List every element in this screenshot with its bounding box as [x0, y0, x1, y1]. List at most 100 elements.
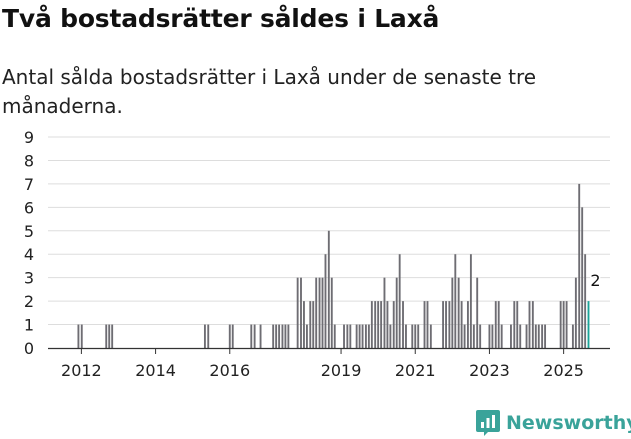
bar: [300, 277, 302, 348]
bar: [386, 301, 389, 348]
newsworthy-logo-icon: [476, 410, 500, 436]
y-tick-label: 2: [24, 292, 34, 311]
bar: [460, 301, 463, 348]
x-axis: 2012 2014 2016 2019 2021 2023 2025: [48, 347, 610, 380]
bar: [296, 277, 299, 348]
bar: [500, 324, 503, 348]
bar: [534, 324, 537, 348]
bar: [207, 324, 210, 348]
bar: [574, 277, 577, 348]
y-tick-label: 8: [24, 151, 34, 170]
x-tick-label: 2012: [61, 361, 102, 380]
bar: [203, 324, 206, 348]
bar: [445, 301, 447, 348]
bar: [398, 254, 401, 348]
bar: [442, 301, 445, 348]
bar: [565, 301, 568, 348]
y-tick-label: 0: [24, 339, 34, 358]
bar: [377, 301, 380, 348]
bar: [469, 254, 472, 348]
bar: [358, 324, 361, 348]
y-tick-label: 5: [24, 222, 34, 241]
bar: [454, 254, 457, 348]
x-tick-label: 2019: [321, 361, 362, 380]
bar: [364, 324, 367, 348]
bar: [231, 324, 234, 348]
bar: [374, 301, 377, 348]
bar: [303, 301, 305, 348]
bar: [479, 324, 482, 348]
y-tick-label: 7: [24, 175, 34, 194]
chart-title: Två bostadsrätter såldes i Laxå: [2, 4, 440, 33]
bar: [395, 277, 398, 348]
bar: [494, 301, 497, 348]
bar: [457, 277, 460, 348]
bars: [77, 183, 590, 348]
bar: [531, 301, 534, 348]
bar: [349, 324, 352, 348]
bar: [578, 183, 581, 348]
value-label: 2: [590, 271, 600, 290]
bar: [581, 207, 584, 348]
bar: [315, 277, 318, 348]
bar: [513, 301, 516, 348]
bar: [516, 301, 519, 348]
bar: [361, 324, 364, 348]
bar: [355, 324, 358, 348]
bar: [287, 324, 290, 348]
bar: [510, 324, 512, 348]
bar: [411, 324, 414, 348]
bar: [429, 324, 432, 348]
bar: [105, 324, 108, 348]
bar-highlight: [587, 301, 590, 348]
bar: [367, 324, 370, 348]
bar: [559, 301, 562, 348]
bar: [327, 230, 330, 348]
y-tick-label: 9: [24, 128, 34, 147]
bar: [259, 324, 262, 348]
bar: [333, 324, 336, 348]
bar: [488, 324, 491, 348]
bar: [497, 301, 500, 348]
bar: [330, 277, 333, 348]
x-tick-label: 2016: [209, 361, 250, 380]
bar: [228, 324, 231, 348]
bar: [305, 324, 308, 348]
bar: [414, 324, 417, 348]
bar: [272, 324, 275, 348]
bar: [284, 324, 287, 348]
bar: [451, 277, 454, 348]
bar: [541, 324, 544, 348]
bar: [463, 324, 466, 348]
bar: [584, 254, 587, 348]
bar: [253, 324, 256, 348]
bar: [250, 324, 253, 348]
bar: [405, 324, 407, 348]
bar: [312, 301, 315, 348]
bar: [519, 324, 522, 348]
bar: [80, 324, 83, 348]
x-tick-label: 2025: [543, 361, 584, 380]
bar: [346, 324, 349, 348]
y-tick-label: 6: [24, 198, 34, 217]
bar: [491, 324, 494, 348]
bar: [309, 301, 312, 348]
chart-subtitle: Antal sålda bostadsrätter i Laxå under d…: [2, 65, 537, 118]
bar: [111, 324, 114, 348]
bar: [417, 324, 420, 348]
y-axis-ticks: 0 1 2 3 4 5 6 7 8 9: [24, 128, 34, 358]
bar: [380, 301, 383, 348]
y-tick-label: 1: [24, 316, 34, 335]
bar: [370, 301, 373, 348]
bar: [544, 324, 547, 348]
brand-name: Newsworthy: [506, 412, 631, 434]
bar: [324, 254, 327, 348]
bar: [537, 324, 540, 348]
x-tick-label: 2023: [469, 361, 510, 380]
bar: [343, 324, 345, 348]
bar: [281, 324, 284, 348]
brand-logo[interactable]: Newsworthy: [476, 408, 631, 438]
bar: [275, 324, 278, 348]
annotations: 2: [589, 270, 602, 292]
